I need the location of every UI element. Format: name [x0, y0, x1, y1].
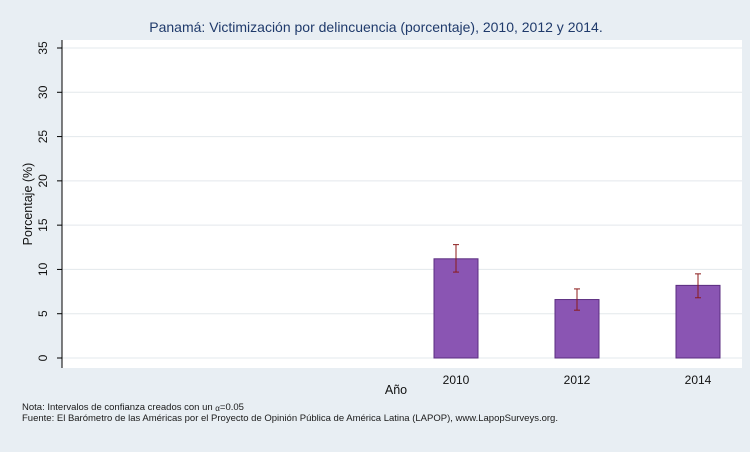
y-axis-ticks: 0 5 10 15 20 25 30 35	[36, 41, 62, 361]
plot-area	[62, 40, 742, 368]
y-tick-label: 30	[36, 85, 50, 99]
y-tick-label: 5	[36, 310, 50, 317]
ci-note-suffix: =0.05	[219, 402, 244, 413]
alpha-symbol: α	[215, 404, 220, 413]
y-tick-label: 20	[36, 174, 50, 188]
y-axis-label: Porcentaje (%)	[21, 163, 35, 246]
y-tick-label: 10	[36, 262, 50, 276]
y-tick-label: 25	[36, 130, 50, 144]
x-axis-label: Año	[385, 383, 407, 397]
ci-note: Nota: Intervalos de confianza creados co…	[22, 402, 244, 413]
ci-note-prefix: Nota: Intervalos de confianza creados co…	[22, 402, 216, 413]
x-tick-label: 2014	[685, 373, 712, 387]
x-axis-ticks: 2010 2012 2014	[443, 373, 712, 387]
source-note: Fuente: El Barómetro de las Américas por…	[22, 413, 558, 424]
chart-title: Panamá: Victimización por delincuencia (…	[149, 19, 602, 35]
x-tick-label: 2012	[564, 373, 591, 387]
error-bars	[453, 244, 701, 311]
y-tick-label: 15	[36, 218, 50, 232]
y-tick-label: 0	[36, 354, 50, 361]
y-tick-label: 35	[36, 41, 50, 55]
x-tick-label: 2010	[443, 373, 470, 387]
grid-lines	[62, 47, 742, 359]
bar-2010	[433, 258, 479, 359]
